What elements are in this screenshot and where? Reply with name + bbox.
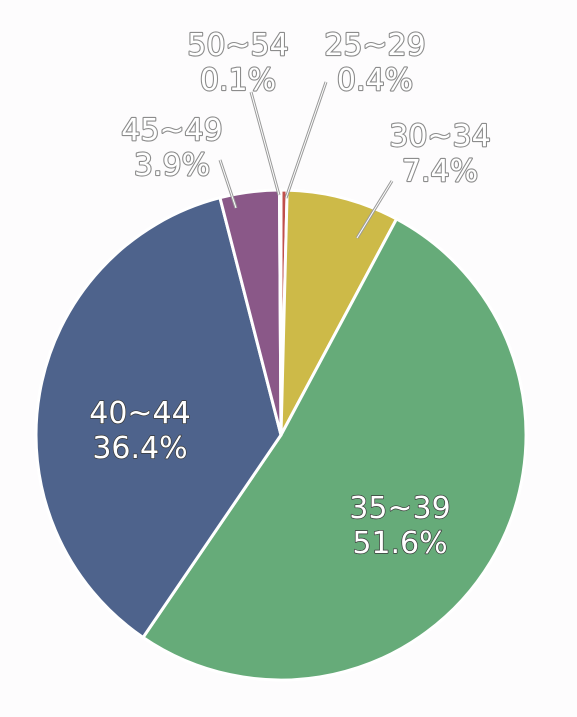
pie-slice-40-44 [34,196,283,639]
slice-value-label-40-44: 36.4% [92,431,187,466]
slice-value-label-25-29: 0.4% [337,63,413,98]
leader-line-inner-50-54 [250,91,280,196]
leader-line-inner-45-49 [219,159,237,209]
slice-category-label-40-44: 40~44 [89,396,190,431]
slice-value-label-50-54: 0.1% [200,63,276,98]
leader-line-inner-25-29 [285,81,327,199]
slice-value-label-35-39: 51.6% [352,526,447,561]
pie-slice-50-54 [277,188,283,437]
slice-value-label-45-49: 3.9% [134,148,210,183]
slice-category-label-30-34: 30~34 [389,119,490,154]
slice-category-label-25-29: 25~29 [324,28,425,63]
slice-category-label-45-49: 45~49 [121,113,222,148]
pie-slice-35-39 [141,217,528,682]
leader-lines [218,81,394,239]
slice-category-label-50-54: 50~54 [187,28,288,63]
pie-slices [34,188,528,682]
leader-line-inner-30-34 [356,180,393,239]
slice-value-label-30-34: 7.4% [402,154,478,189]
slice-category-label-35-39: 35~39 [349,491,450,526]
